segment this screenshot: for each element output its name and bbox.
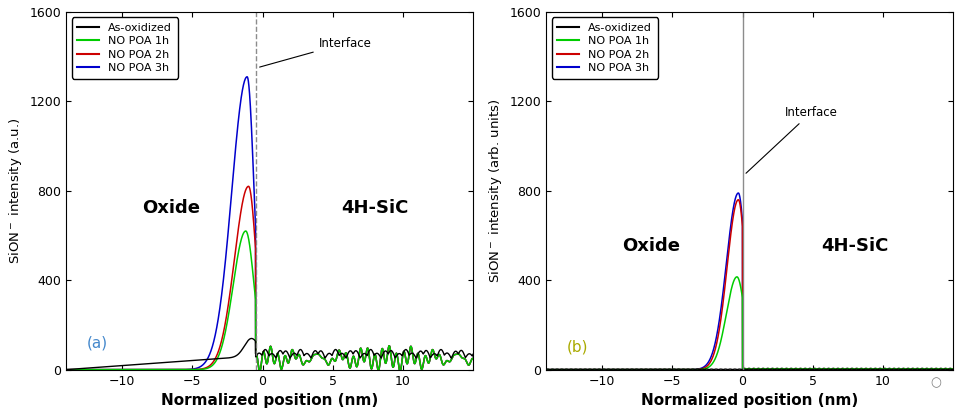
Text: ○: ○ — [930, 376, 942, 389]
Text: (b): (b) — [567, 340, 588, 355]
Text: Interface: Interface — [259, 37, 372, 67]
Y-axis label: SiON$^-$ intensity (arb. units): SiON$^-$ intensity (arb. units) — [487, 99, 504, 283]
Legend: As-oxidized, NO POA 1h, NO POA 2h, NO POA 3h: As-oxidized, NO POA 1h, NO POA 2h, NO PO… — [72, 17, 178, 78]
X-axis label: Normalized position (nm): Normalized position (nm) — [641, 393, 858, 408]
Text: 4H-SiC: 4H-SiC — [341, 199, 409, 217]
Legend: As-oxidized, NO POA 1h, NO POA 2h, NO POA 3h: As-oxidized, NO POA 1h, NO POA 2h, NO PO… — [552, 17, 658, 78]
X-axis label: Normalized position (nm): Normalized position (nm) — [161, 393, 378, 408]
Text: (a): (a) — [87, 335, 108, 350]
Text: 4H-SiC: 4H-SiC — [821, 237, 889, 255]
Text: Interface: Interface — [746, 106, 837, 173]
Y-axis label: SiON$^-$ intensity (a.u.): SiON$^-$ intensity (a.u.) — [7, 118, 24, 264]
Text: Oxide: Oxide — [142, 199, 201, 217]
Text: Oxide: Oxide — [622, 237, 681, 255]
